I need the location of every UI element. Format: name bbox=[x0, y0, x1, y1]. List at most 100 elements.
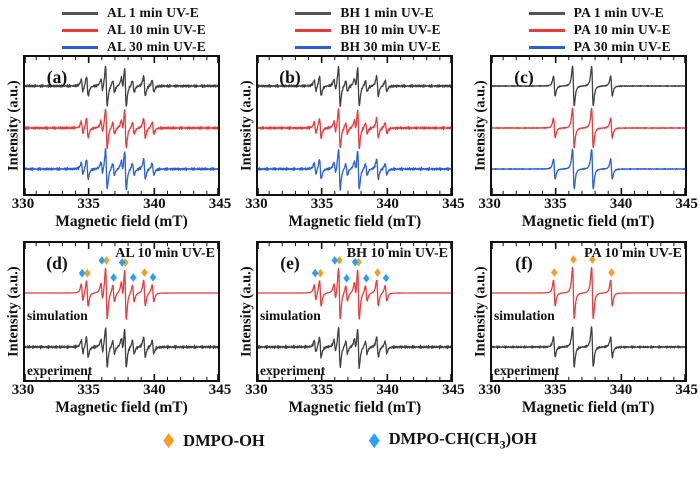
orange-diamond-icon bbox=[163, 433, 175, 449]
x-tick-label: 335 bbox=[77, 382, 100, 398]
top-panels-row: Intensity (a.u.) (a) 330 335 340 345 Magnet… bbox=[0, 55, 700, 231]
orange-diamond-marker bbox=[607, 268, 615, 277]
trace-al-30-min-uv-e bbox=[25, 148, 218, 191]
legend-label: AL 10 min UV-E bbox=[107, 22, 206, 37]
trace-experiment bbox=[258, 327, 452, 370]
panel-letter: (a) bbox=[47, 67, 68, 87]
blue-diamond-marker bbox=[78, 268, 86, 278]
x-tick-label: 345 bbox=[675, 196, 698, 212]
legend-item-dmpo-oh: DMPO-OH bbox=[163, 431, 265, 451]
blue-diamond-marker bbox=[149, 272, 157, 282]
legend-entry: BH 10 min UV-E bbox=[295, 22, 466, 38]
plot-panel-b: (b) bbox=[256, 55, 454, 197]
x-tick-label: 330 bbox=[11, 382, 35, 398]
legend-line-swatch bbox=[62, 28, 98, 32]
x-tick-label: 330 bbox=[245, 196, 268, 212]
trace-label: simulation bbox=[494, 308, 555, 323]
y-axis-label: Intensity (a.u.) bbox=[472, 266, 489, 358]
trace-pa-1-min-uv-e bbox=[491, 65, 685, 107]
x-tick-label: 335 bbox=[544, 382, 567, 398]
legend-line-swatch bbox=[295, 45, 332, 49]
legend-line-swatch bbox=[62, 45, 98, 49]
y-axis-label: Intensity (a.u.) bbox=[238, 266, 255, 358]
blue-diamond-marker bbox=[363, 274, 370, 283]
x-axis-label: Magnetic field (mT) bbox=[288, 213, 422, 230]
plot-panel-e: simulation experiment (e) BH 10 min UV-E bbox=[256, 241, 454, 383]
legend-entry: AL 1 min UV-E bbox=[62, 5, 233, 21]
panel-letter: (d) bbox=[46, 253, 68, 273]
plot-panel-a: (a) bbox=[23, 55, 220, 197]
trace-pa-10-min-uv-e bbox=[491, 107, 685, 149]
y-axis-label: Intensity (a.u.) bbox=[472, 80, 489, 172]
x-tick-label: 330 bbox=[245, 382, 268, 398]
x-axis-tick-labels: 330 335 340 345 bbox=[478, 196, 698, 214]
top-legend-row: AL 1 min UV-E AL 10 min UV-E AL 30 min U… bbox=[0, 0, 700, 55]
panel-letter: (c) bbox=[514, 67, 534, 87]
trace-label: experiment bbox=[260, 363, 326, 378]
legend-entry: PA 10 min UV-E bbox=[528, 22, 700, 38]
orange-diamond-marker bbox=[336, 256, 344, 265]
blue-diamond-marker bbox=[98, 256, 106, 265]
legend-label: BH 1 min UV-E bbox=[340, 5, 434, 20]
panel-f: Intensity (a.u.) simulation experiment (f)… bbox=[467, 241, 700, 417]
legend-entry: PA 1 min UV-E bbox=[528, 5, 700, 21]
legend-line-swatch bbox=[295, 11, 332, 15]
legend-column-pa: PA 1 min UV-E PA 10 min UV-E PA 30 min U… bbox=[528, 5, 700, 55]
trace-pa-30-min-uv-e bbox=[491, 148, 685, 190]
trace-experiment bbox=[491, 326, 685, 368]
legend-entry: AL 30 min UV-E bbox=[62, 39, 233, 55]
orange-diamond-marker bbox=[588, 255, 596, 264]
x-tick-label: 340 bbox=[376, 382, 399, 398]
legend-line-swatch bbox=[528, 11, 565, 15]
x-tick-label: 345 bbox=[442, 382, 465, 398]
trace-al-1-min-uv-e bbox=[25, 65, 218, 107]
x-axis-tick-labels: 330 335 340 345 bbox=[245, 196, 465, 214]
bottom-panels-row: Intensity (a.u.) simulation experiment (d)… bbox=[0, 241, 700, 417]
x-axis-tick-labels: 330 335 340 345 bbox=[245, 382, 465, 400]
x-tick-label: 335 bbox=[310, 382, 334, 398]
trace-simulation bbox=[25, 268, 218, 320]
trace-bh-10-min-uv-e bbox=[258, 108, 452, 150]
trace-simulation bbox=[491, 266, 685, 320]
orange-diamond-marker bbox=[569, 255, 577, 264]
panel-letter: (f) bbox=[515, 253, 533, 273]
orange-diamond-marker bbox=[103, 256, 110, 265]
trace-label: simulation bbox=[260, 308, 321, 323]
y-axis-label: Intensity (a.u.) bbox=[5, 80, 22, 172]
legend-label: AL 1 min UV-E bbox=[107, 5, 199, 20]
x-tick-label: 335 bbox=[77, 196, 100, 212]
x-tick-label: 330 bbox=[478, 382, 501, 398]
x-axis-label: Magnetic field (mT) bbox=[288, 399, 422, 416]
legend-line-swatch bbox=[528, 28, 565, 32]
trace-label: experiment bbox=[494, 363, 560, 378]
x-axis-label: Magnetic field (mT) bbox=[55, 213, 188, 230]
trace-experiment bbox=[25, 327, 218, 368]
orange-diamond-marker bbox=[84, 268, 91, 278]
adduct-legend: DMPO-OH DMPO-CH(CH3)OH bbox=[0, 429, 700, 452]
legend-entry: AL 10 min UV-E bbox=[62, 22, 233, 38]
legend-label: PA 10 min UV-E bbox=[573, 22, 671, 37]
legend-column-al: AL 1 min UV-E AL 10 min UV-E AL 30 min U… bbox=[62, 5, 233, 55]
legend-item-dmpo-ch3oh: DMPO-CH(CH3)OH bbox=[368, 429, 537, 452]
panel-letter: (b) bbox=[280, 67, 302, 87]
trace-simulation bbox=[258, 267, 452, 320]
x-tick-label: 345 bbox=[208, 382, 232, 398]
y-axis-label: Intensity (a.u.) bbox=[238, 80, 255, 172]
legend-label: DMPO-OH bbox=[183, 430, 265, 450]
x-tick-label: 340 bbox=[143, 382, 166, 398]
trace-bh-1-min-uv-e bbox=[258, 65, 452, 107]
panel-c: Intensity (a.u.) (c) 330 335 340 345 Magnet… bbox=[467, 55, 700, 231]
x-tick-label: 330 bbox=[478, 196, 501, 212]
panel-a: Intensity (a.u.) (a) 330 335 340 345 Magnet… bbox=[0, 55, 233, 231]
panel-title: BH 10 min UV-E bbox=[347, 246, 448, 261]
x-tick-label: 335 bbox=[310, 196, 334, 212]
orange-diamond-marker bbox=[550, 268, 558, 277]
panel-title: AL 10 min UV-E bbox=[115, 246, 215, 261]
x-axis-label: Magnetic field (mT) bbox=[521, 213, 655, 230]
legend-label: AL 30 min UV-E bbox=[107, 39, 206, 54]
legend-entry: BH 30 min UV-E bbox=[295, 39, 466, 55]
legend-entry: BH 1 min UV-E bbox=[295, 5, 466, 21]
x-axis-tick-labels: 330 335 340 345 bbox=[12, 382, 232, 400]
trace-label: experiment bbox=[27, 363, 93, 378]
